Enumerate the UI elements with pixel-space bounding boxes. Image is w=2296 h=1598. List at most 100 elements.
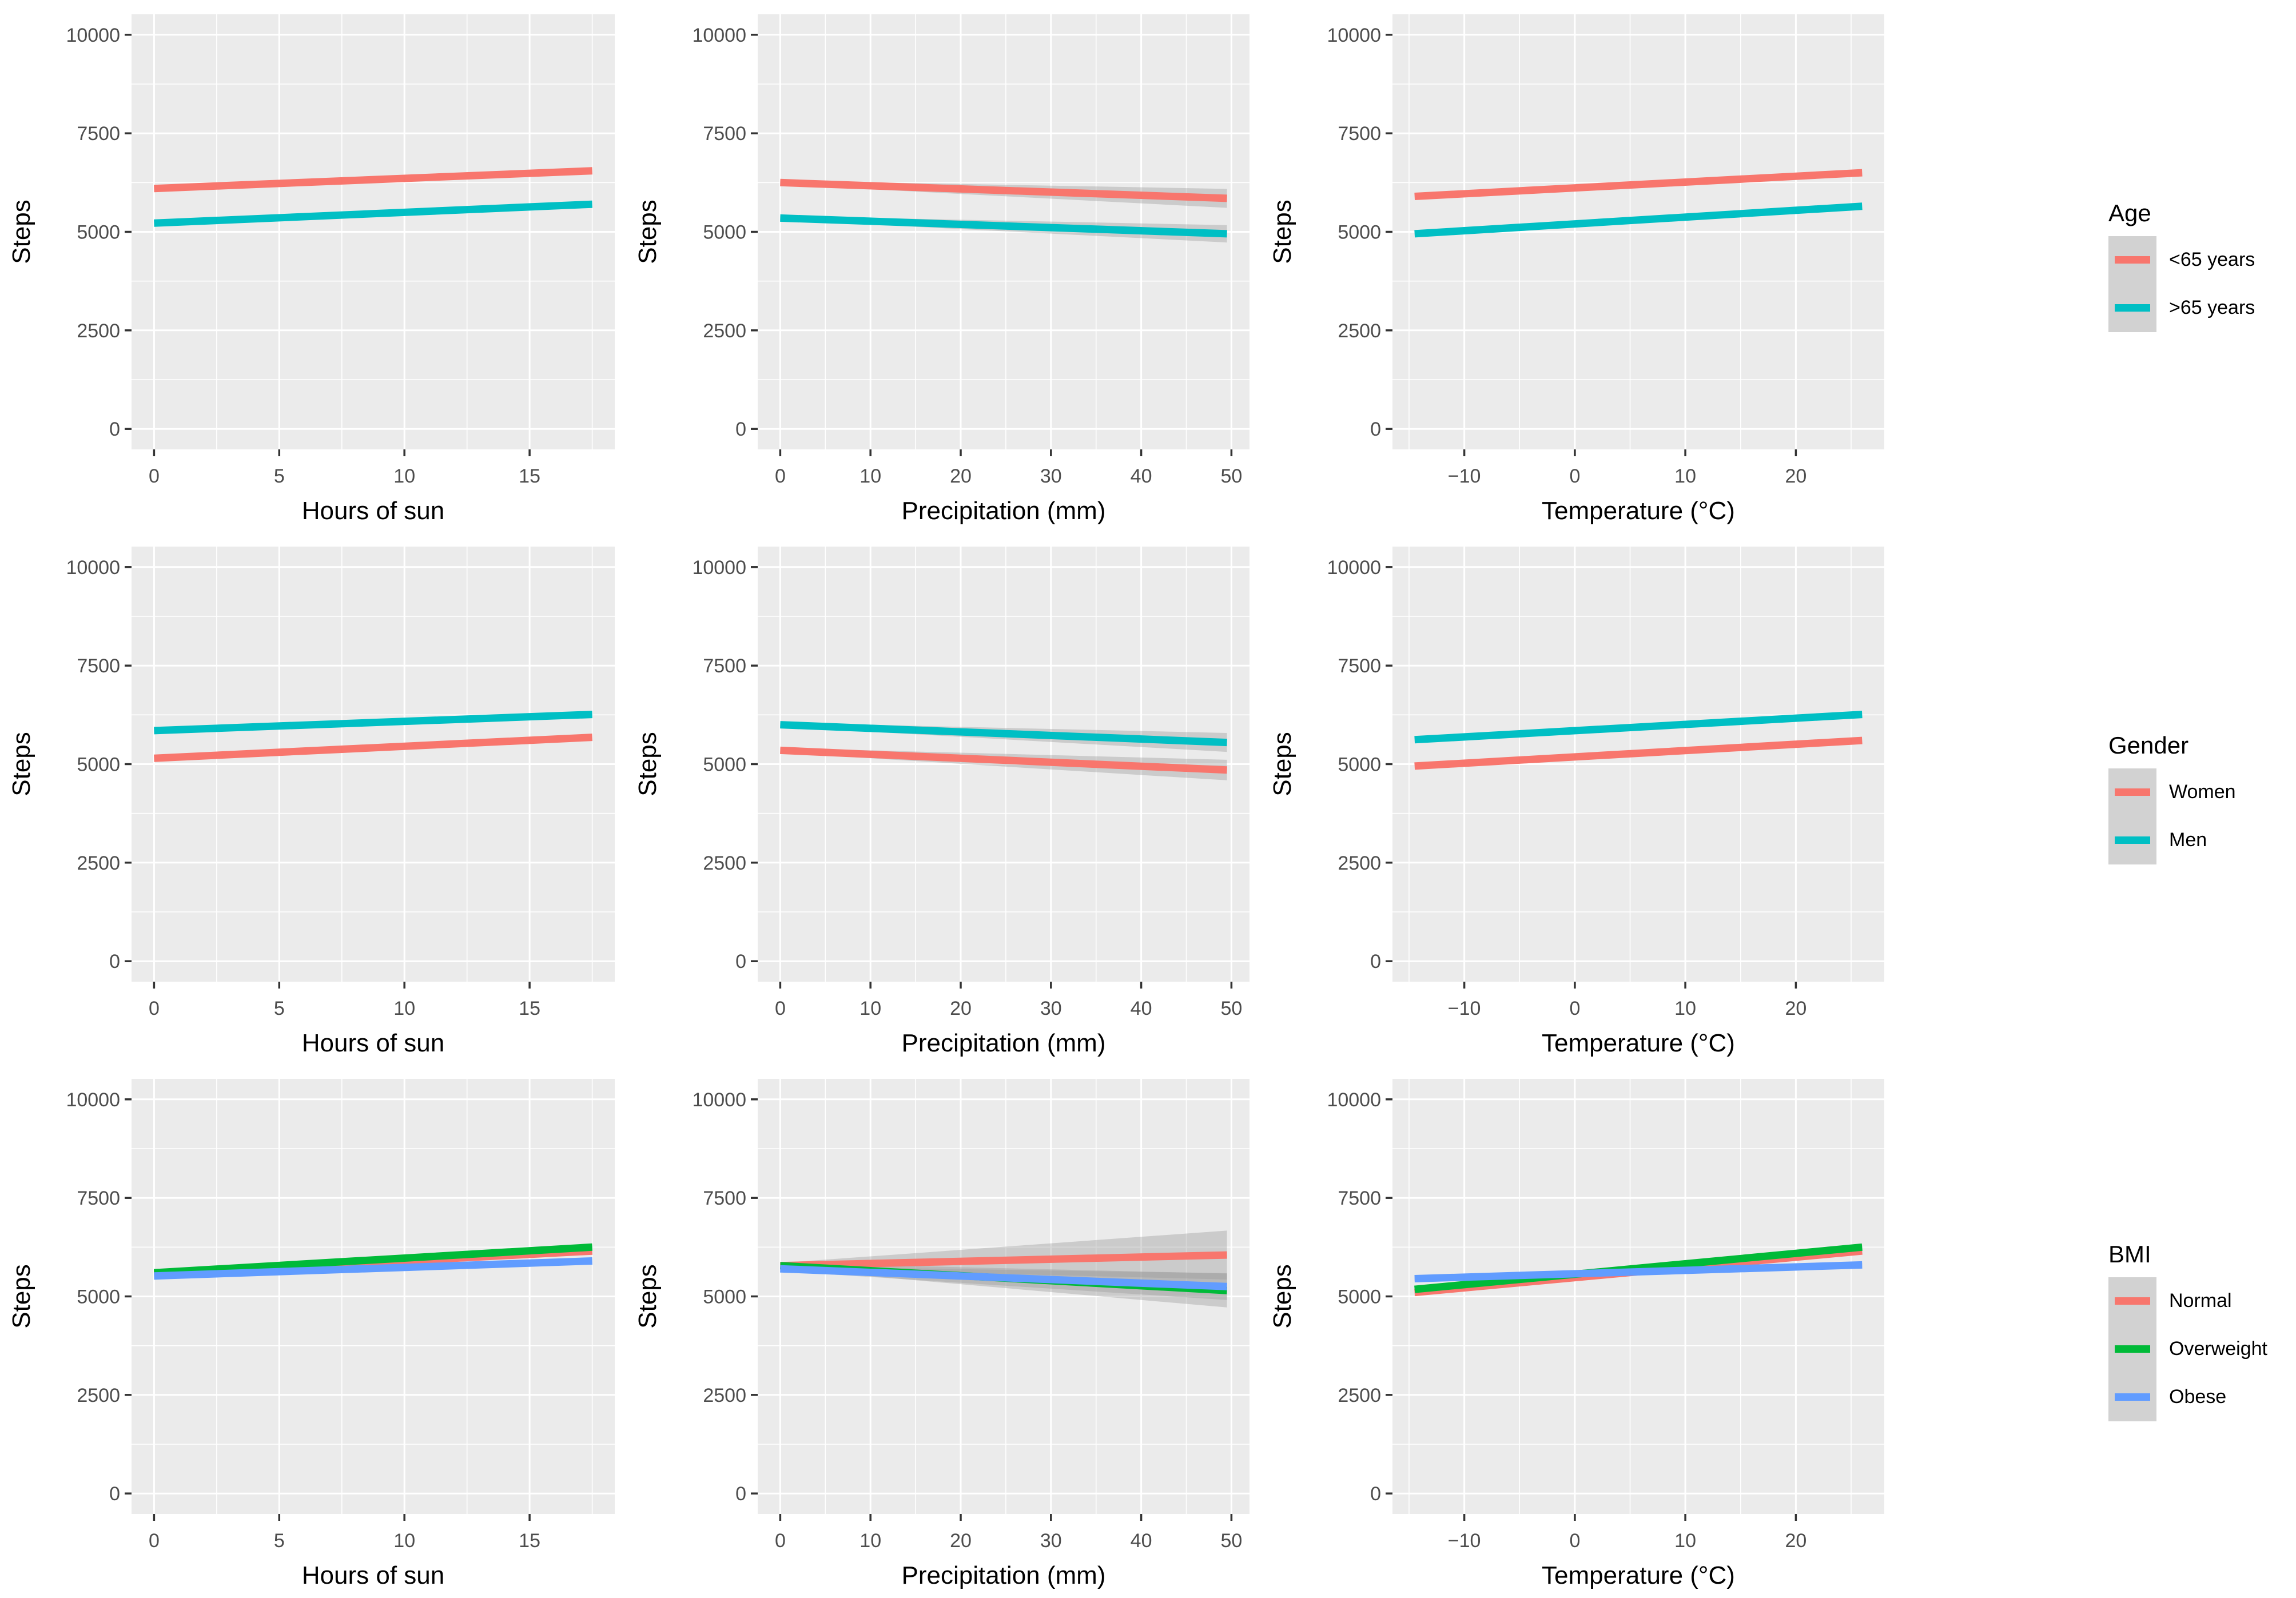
- y-tick-label: 0: [109, 951, 120, 973]
- y-tick-label: 10000: [66, 1089, 120, 1111]
- tick-marks: [1386, 34, 1797, 456]
- chart-canvas: 0 10 20 30 40 50 0 2500 5000 7500 10000 Precipitati…: [634, 547, 1250, 1057]
- legend-key-swatch: [2108, 1277, 2156, 1325]
- grid-major: [132, 1079, 615, 1514]
- tick-marks: [125, 566, 531, 989]
- legend-key-line-icon: [2115, 304, 2150, 312]
- legend-item-label: >65 years: [2169, 297, 2255, 319]
- legend-item-label: Obese: [2169, 1386, 2227, 1408]
- legend-key-swatch: [2108, 1325, 2156, 1373]
- y-tick-label: 0: [1370, 1483, 1381, 1505]
- tick-marks: [751, 34, 1233, 456]
- x-tick-label: 10: [859, 998, 881, 1019]
- y-axis-title: Steps: [7, 732, 35, 796]
- legend-key-swatch: [2108, 1373, 2156, 1421]
- series-line-obese: [1414, 1261, 1863, 1282]
- x-tick-label: 0: [149, 1530, 160, 1552]
- x-tick-label: 0: [1569, 1530, 1580, 1552]
- grid-major: [1392, 1079, 1884, 1514]
- chart-gender-precipitation: 0 10 20 30 40 50 0 2500 5000 7500 10000 Precipitati…: [626, 532, 1261, 1065]
- x-tick-label: 5: [274, 998, 285, 1019]
- y-tick-label: 5000: [77, 222, 120, 244]
- grid-minor: [132, 547, 615, 982]
- x-axis-title: Precipitation (mm): [902, 1029, 1106, 1057]
- tick-marks: [751, 566, 1233, 989]
- x-axis-title: Hours of sun: [302, 1029, 444, 1057]
- y-tick-label: 5000: [1338, 1286, 1381, 1308]
- legend-item-65-years: >65 years: [2108, 284, 2255, 332]
- chart-age-precipitation: 0 10 20 30 40 50 0 2500 5000 7500 10000 Precipitati…: [626, 0, 1261, 532]
- chart-age-hours-of-sun: 0 5 10 15 0 2500 5000 7500 10000 Hours of sun Step…: [0, 0, 626, 532]
- legend-item-men: Men: [2108, 816, 2207, 864]
- legend-key-line-icon: [2115, 256, 2150, 264]
- chart-gender-temperature: −10 0 10 20 0 2500 5000 7500 10000 Temperature (°…: [1261, 532, 1896, 1065]
- series-line-men: [780, 721, 1227, 747]
- x-tick-label: −10: [1448, 1530, 1481, 1552]
- y-tick-label: 0: [109, 1483, 120, 1505]
- x-tick-label: 15: [519, 465, 540, 487]
- y-tick-label: 10000: [1327, 557, 1381, 579]
- y-tick-label: 5000: [1338, 754, 1381, 776]
- series-line-men: [154, 711, 592, 735]
- series-line-men: [1414, 711, 1863, 744]
- x-tick-label: −10: [1448, 998, 1481, 1019]
- chart-age-temperature: −10 0 10 20 0 2500 5000 7500 10000 Temperature (°…: [1261, 0, 1896, 532]
- series-line-obese: [780, 1265, 1227, 1290]
- legend-item-label: Men: [2169, 829, 2207, 851]
- x-tick-label: 20: [1785, 1530, 1806, 1552]
- x-tick-label: 20: [950, 998, 972, 1019]
- series-line-women: [154, 734, 592, 762]
- y-tick-label: 0: [1370, 951, 1381, 973]
- legend-item-65-years: <65 years: [2108, 236, 2255, 284]
- y-axis-title: Steps: [634, 732, 662, 796]
- y-tick-label: 7500: [1338, 123, 1381, 145]
- x-tick-label: 5: [274, 1530, 285, 1552]
- y-tick-label: 10000: [692, 1089, 746, 1111]
- chart-bmi-temperature: −10 0 10 20 0 2500 5000 7500 10000 Temperature (°…: [1261, 1065, 1896, 1598]
- y-tick-label: 2500: [1338, 852, 1381, 874]
- y-tick-label: 10000: [66, 25, 120, 46]
- y-tick-label: 5000: [77, 1286, 120, 1308]
- tick-marks: [1386, 566, 1797, 989]
- series-line-65-years: [780, 214, 1227, 238]
- y-axis-title: Steps: [7, 1264, 35, 1329]
- series-line-women: [780, 746, 1227, 774]
- grid-major: [132, 14, 615, 449]
- x-axis-title: Precipitation (mm): [902, 497, 1106, 525]
- x-tick-label: 10: [859, 465, 881, 487]
- legend-title: Gender: [2108, 732, 2189, 759]
- y-tick-label: 2500: [703, 1385, 746, 1406]
- legend-item-label: Women: [2169, 781, 2236, 803]
- y-axis-title: Steps: [634, 200, 662, 264]
- y-tick-label: 7500: [703, 123, 746, 145]
- x-axis-title: Hours of sun: [302, 497, 444, 525]
- legend-key-line-icon: [2115, 1345, 2150, 1353]
- x-tick-label: 20: [1785, 998, 1806, 1019]
- y-tick-label: 2500: [77, 320, 120, 342]
- legend-item-normal: Normal: [2108, 1277, 2232, 1325]
- x-tick-label: 15: [519, 1530, 540, 1552]
- y-tick-label: 0: [735, 951, 746, 973]
- series-line-obese: [154, 1257, 592, 1280]
- legend-item-label: Overweight: [2169, 1338, 2267, 1360]
- x-tick-label: 20: [950, 1530, 972, 1552]
- y-tick-label: 5000: [703, 222, 746, 244]
- y-tick-label: 7500: [77, 655, 120, 677]
- y-tick-label: 2500: [1338, 1385, 1381, 1406]
- legend-key-swatch: [2108, 236, 2156, 284]
- series-line-65-years: [1414, 169, 1863, 200]
- x-axis-title: Temperature (°C): [1542, 1561, 1735, 1589]
- y-tick-label: 2500: [703, 852, 746, 874]
- legend-title: Age: [2108, 200, 2151, 227]
- chart-canvas: 0 5 10 15 0 2500 5000 7500 10000 Hours of sun Step…: [7, 1079, 615, 1589]
- x-tick-label: 10: [393, 465, 415, 487]
- x-axis-title: Precipitation (mm): [902, 1561, 1106, 1589]
- x-tick-label: 10: [393, 998, 415, 1019]
- legend-item-overweight: Overweight: [2108, 1325, 2267, 1373]
- y-tick-label: 7500: [1338, 1187, 1381, 1209]
- y-tick-label: 10000: [692, 25, 746, 46]
- tick-marks: [125, 34, 531, 456]
- y-tick-label: 7500: [77, 123, 120, 145]
- chart-canvas: −10 0 10 20 0 2500 5000 7500 10000 Temperature (°…: [1268, 1079, 1884, 1589]
